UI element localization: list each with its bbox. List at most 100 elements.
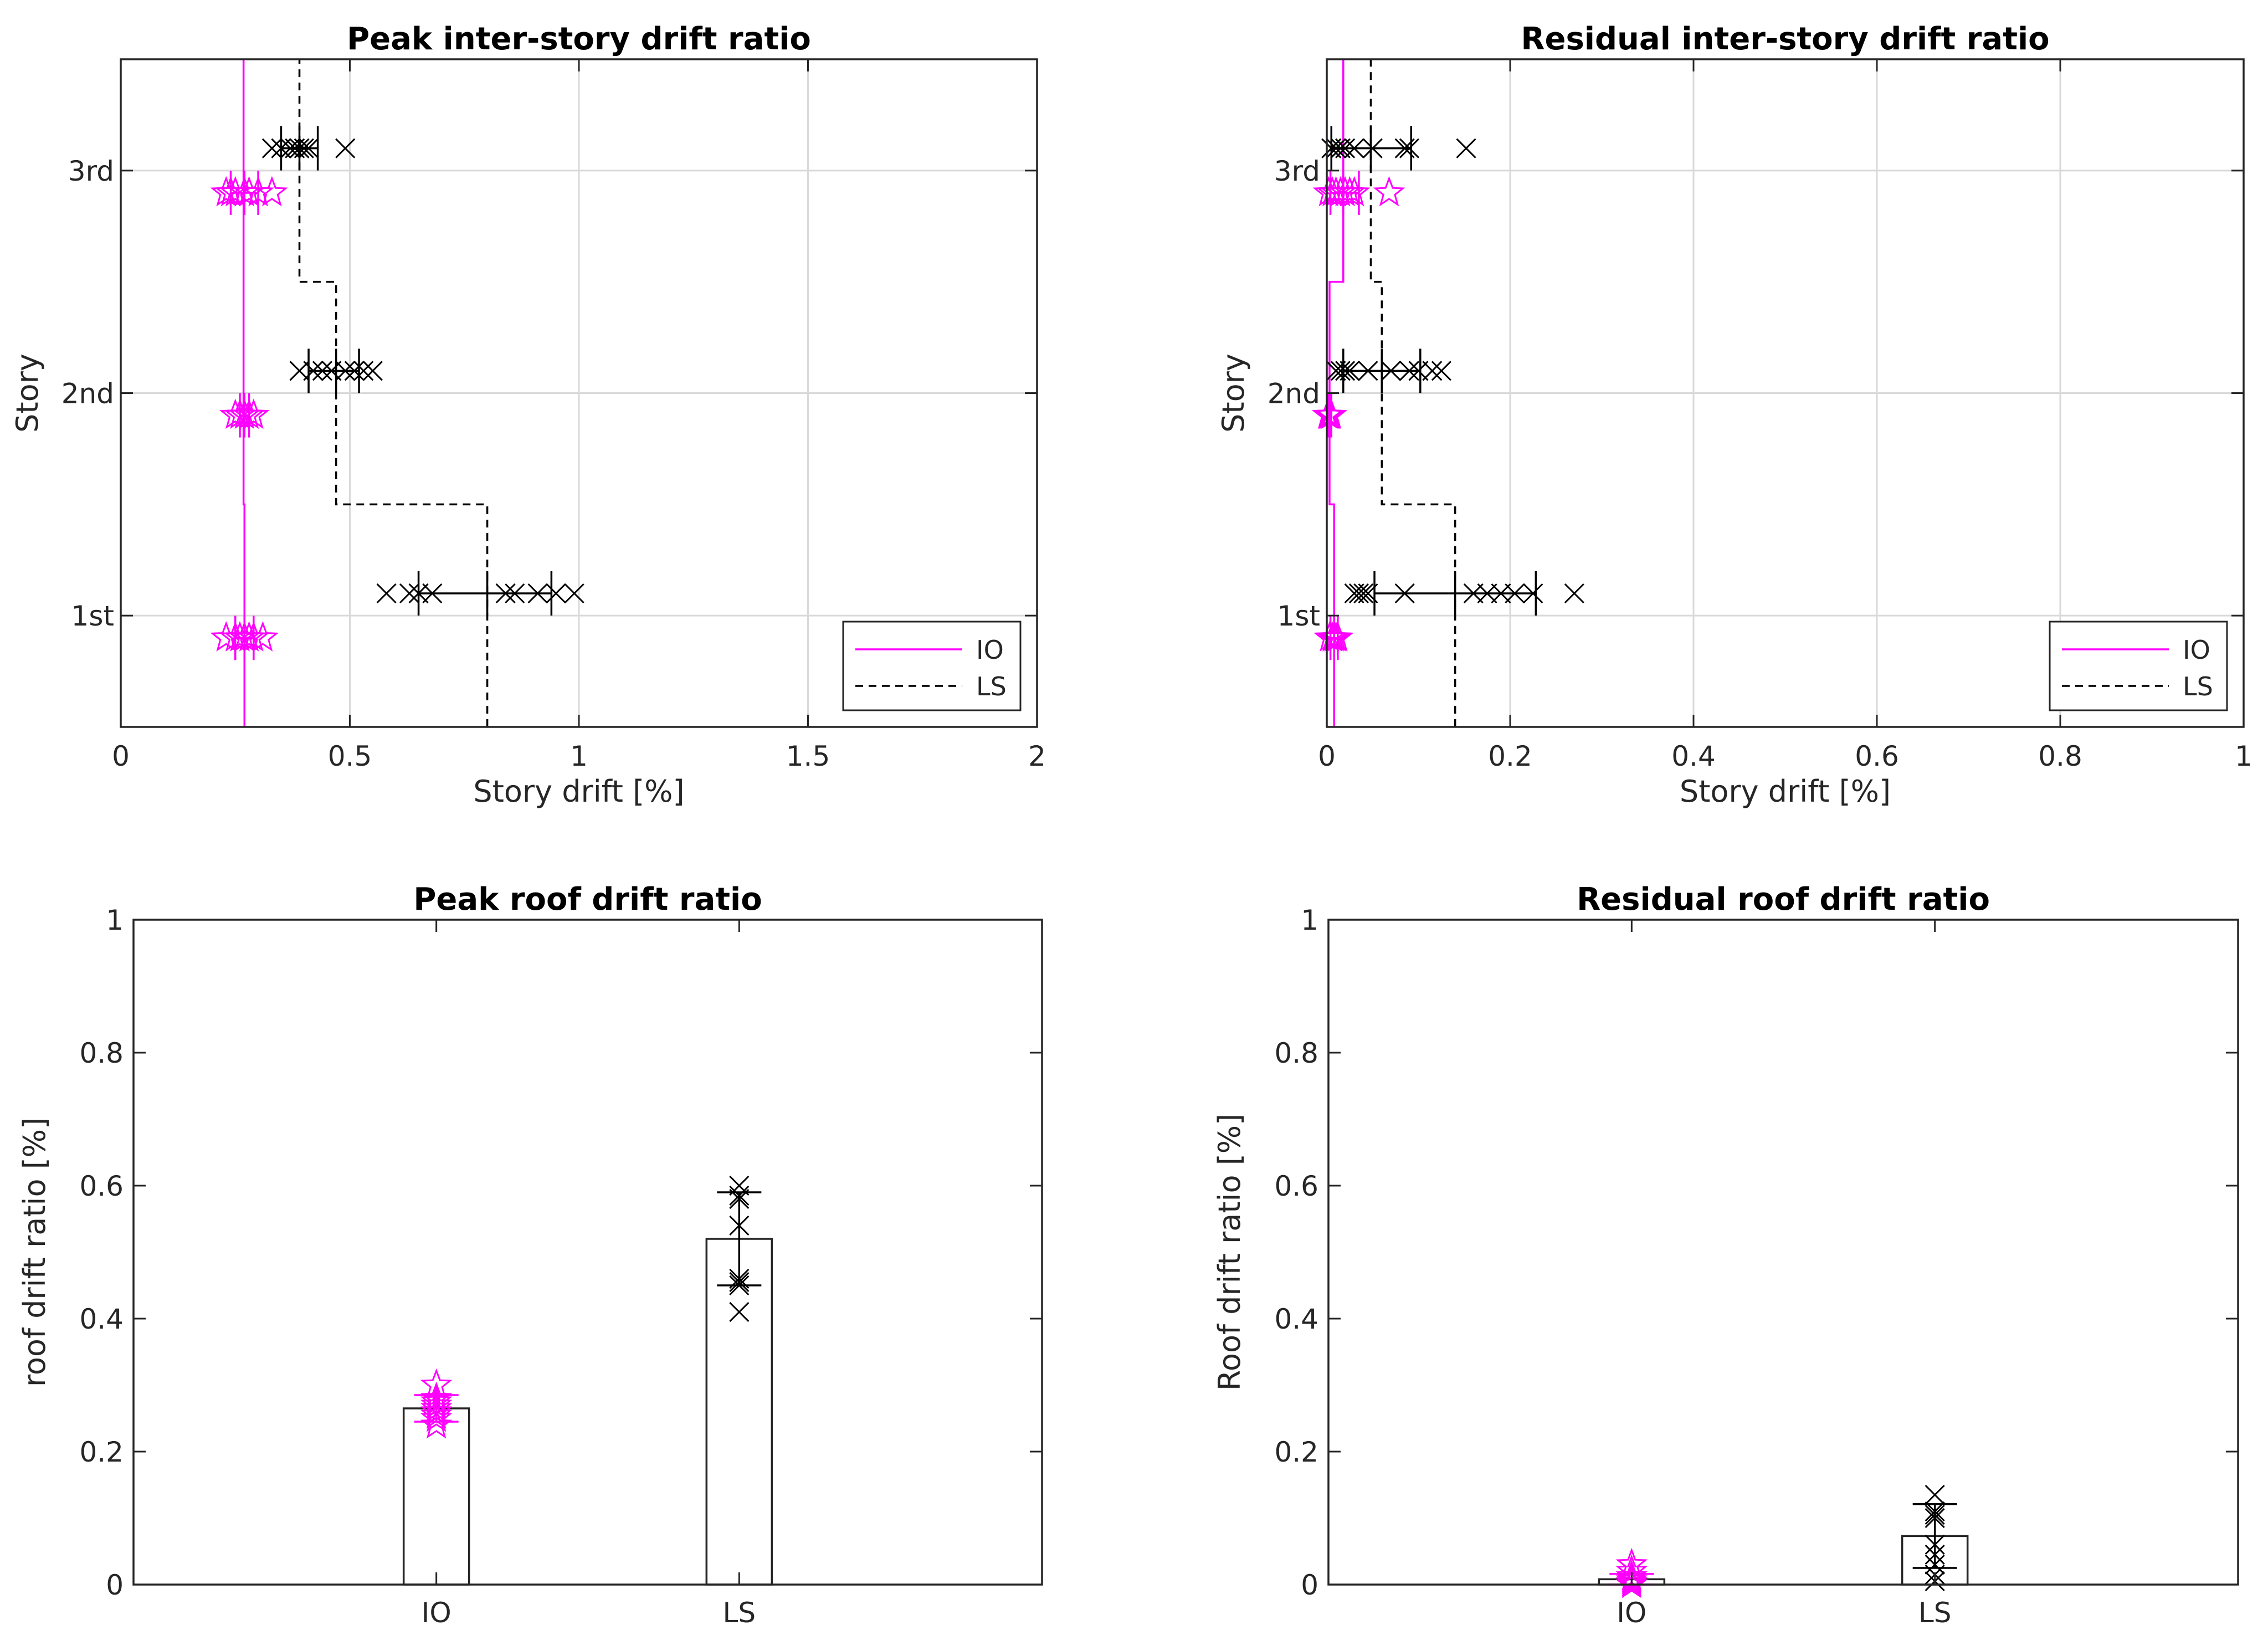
x-marker-point	[1358, 361, 1378, 381]
x-tick-label: 0.4	[1671, 740, 1716, 772]
x-tick-label: 1	[2235, 740, 2252, 772]
y-tick-label: 0.4	[1274, 1303, 1318, 1335]
star-marker-point	[1373, 176, 1405, 207]
x-marker-point	[289, 361, 310, 381]
x-marker-point	[408, 583, 429, 604]
x-tick-label: 0	[1318, 740, 1336, 772]
x-marker-point	[1326, 138, 1346, 158]
x-marker-point	[1477, 583, 1497, 604]
x-tick-label: IO	[422, 1597, 451, 1629]
x-marker-point	[353, 361, 374, 381]
y-tick-label: 0.2	[79, 1436, 124, 1468]
axes-frame	[1327, 919, 2239, 1586]
y-tick-label: 1	[106, 904, 124, 936]
legend-box	[842, 621, 1022, 711]
x-marker-point	[729, 1301, 750, 1323]
x-marker-point	[1399, 138, 1420, 158]
x-tick-label: 0.2	[1488, 740, 1532, 772]
x-marker-point	[299, 138, 319, 158]
chart-title: Residual roof drift ratio	[1577, 881, 1990, 917]
y-tick-label: 1st	[71, 600, 114, 632]
star-marker-point	[1615, 1547, 1648, 1578]
chart-residual_story: 0 0.2 0.4 0.6 0.8 1 1st 2nd 3rd IO LS Residual inte…	[1216, 21, 2252, 809]
chart-residual_roof: 0 0.2 0.4 0.6 0.8 1 IO LS Residual roof drift ra…	[1212, 881, 2239, 1629]
x-marker-point	[1408, 361, 1429, 381]
x-marker-point	[527, 583, 548, 604]
x-marker-point	[1463, 583, 1484, 604]
x-tick-label: 2	[1028, 740, 1046, 772]
x-marker-point	[399, 583, 420, 604]
y-axis-label: Roof drift ratio [%]	[1212, 1114, 1247, 1391]
y-axis-label: Story	[1216, 353, 1251, 433]
x-marker-point	[1344, 138, 1364, 158]
chart-title: Residual inter-story drift ratio	[1521, 21, 2049, 57]
x-marker-point	[1399, 361, 1420, 381]
x-marker-point	[1335, 138, 1356, 158]
y-tick-label: 0.8	[79, 1037, 124, 1069]
x-marker-point	[1362, 138, 1383, 158]
x-marker-point	[1925, 1484, 1945, 1505]
chart-title: Peak roof drift ratio	[413, 881, 762, 917]
chart-peak_roof: 0 0.2 0.4 0.6 0.8 1 IO LS Peak roof drift ratio r…	[17, 881, 1043, 1629]
legend-label-io: IO	[976, 635, 1004, 665]
y-tick-label: 0.2	[1274, 1436, 1318, 1468]
star-marker-point	[1338, 176, 1371, 207]
y-tick-label: 1st	[1277, 600, 1320, 632]
x-marker-point	[1456, 138, 1476, 158]
legend: IO LS	[842, 621, 1022, 711]
x-tick-label: 1	[570, 740, 588, 772]
x-marker-point	[1564, 583, 1584, 604]
x-marker-point	[1505, 583, 1525, 604]
x-axis-label: Story drift [%]	[473, 774, 684, 809]
x-marker-point	[335, 361, 356, 381]
x-marker-point	[495, 583, 516, 604]
bar-ls	[705, 1238, 773, 1586]
x-tick-label: 0	[112, 740, 130, 772]
y-tick-label: 3rd	[68, 155, 114, 187]
y-tick-label: 0.4	[79, 1303, 124, 1335]
y-tick-label: 0.8	[1274, 1037, 1318, 1069]
x-marker-point	[280, 138, 301, 158]
x-marker-point	[303, 361, 324, 381]
x-marker-point	[1330, 138, 1351, 158]
legend-label-io: IO	[2183, 635, 2210, 665]
x-tick-label: 0.5	[328, 740, 372, 772]
chart-peak_story: 0 0.5 1 1.5 2 1st 2nd 3rd IO LS Peak inter-story d…	[10, 21, 1046, 809]
x-marker-point	[289, 138, 310, 158]
x-marker-point	[1491, 583, 1511, 604]
x-marker-point	[312, 361, 332, 381]
x-marker-point	[1330, 361, 1351, 381]
x-marker-point	[362, 361, 383, 381]
x-tick-label: LS	[1918, 1597, 1952, 1629]
x-marker-point	[376, 583, 397, 604]
x-marker-point	[294, 138, 314, 158]
legend-box	[2049, 621, 2228, 711]
chart-title: Peak inter-story drift ratio	[347, 21, 811, 57]
x-marker-point	[1381, 361, 1401, 381]
x-marker-point	[285, 138, 305, 158]
x-tick-label: 0.6	[1855, 740, 1899, 772]
star-marker-point	[238, 398, 270, 429]
legend-label-ls: LS	[2183, 672, 2213, 701]
y-tick-label: 0	[1301, 1569, 1318, 1601]
y-tick-label: 0	[106, 1569, 124, 1601]
x-tick-label: LS	[723, 1597, 756, 1629]
x-marker-point	[505, 583, 525, 604]
star-marker-point	[420, 1408, 453, 1439]
x-marker-point	[1523, 583, 1543, 604]
x-marker-point	[1353, 583, 1374, 604]
y-axis-label: roof drift ratio [%]	[17, 1118, 52, 1387]
bar-io	[402, 1407, 470, 1586]
y-tick-label: 2nd	[1268, 378, 1320, 410]
star-marker-point	[238, 621, 270, 652]
x-axis-label: Story drift [%]	[1680, 774, 1891, 809]
x-marker-point	[344, 361, 365, 381]
x-marker-point	[1422, 361, 1443, 381]
x-tick-label: 0.8	[2038, 740, 2082, 772]
star-marker-point	[420, 1368, 453, 1399]
y-axis-label: Story	[10, 353, 45, 433]
x-marker-point	[1335, 361, 1356, 381]
star-marker-point	[256, 176, 288, 207]
